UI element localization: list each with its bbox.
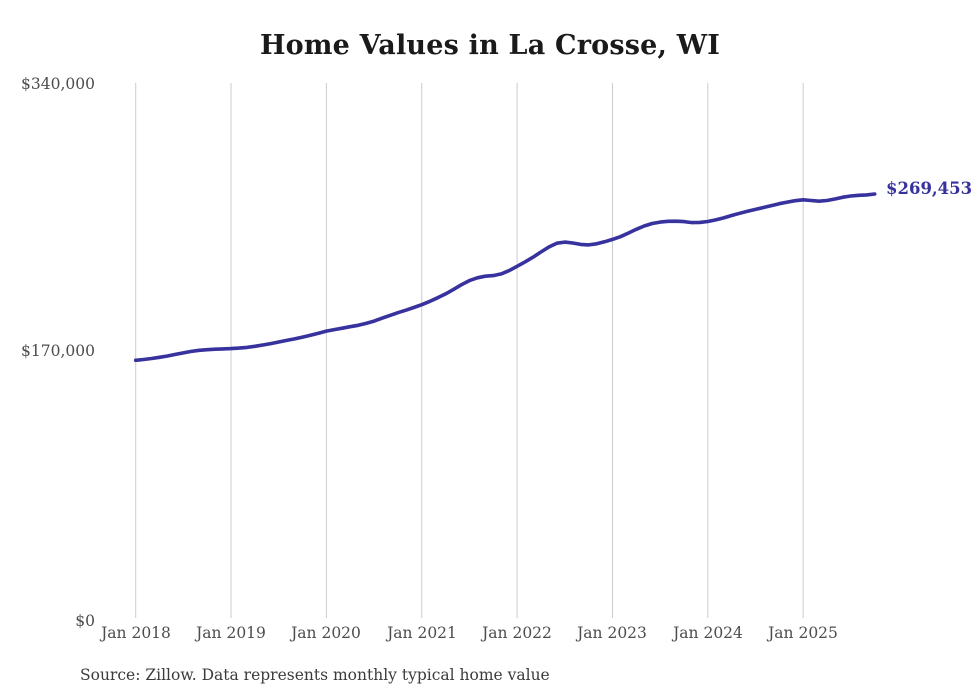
x-axis-tick-label: Jan 2018 (101, 624, 171, 642)
y-axis-tick-label: $0 (75, 612, 95, 630)
x-axis-tick-label: Jan 2020 (291, 624, 361, 642)
x-axis-tick-label: Jan 2019 (196, 624, 266, 642)
x-axis-tick-label: Jan 2022 (482, 624, 552, 642)
y-axis-tick-label: $170,000 (21, 342, 95, 360)
last-value-label: $269,453 (886, 179, 973, 198)
source-note: Source: Zillow. Data represents monthly … (80, 666, 550, 684)
x-axis-tick-label: Jan 2023 (577, 624, 647, 642)
x-axis-tick-label: Jan 2021 (387, 624, 457, 642)
home-value-series-line (133, 192, 877, 363)
y-axis-tick-label: $340,000 (21, 75, 95, 93)
chart-title: Home Values in La Crosse, WI (259, 30, 721, 61)
x-axis-tick-label: Jan 2024 (673, 624, 743, 642)
x-axis-tick-label: Jan 2025 (768, 624, 838, 642)
